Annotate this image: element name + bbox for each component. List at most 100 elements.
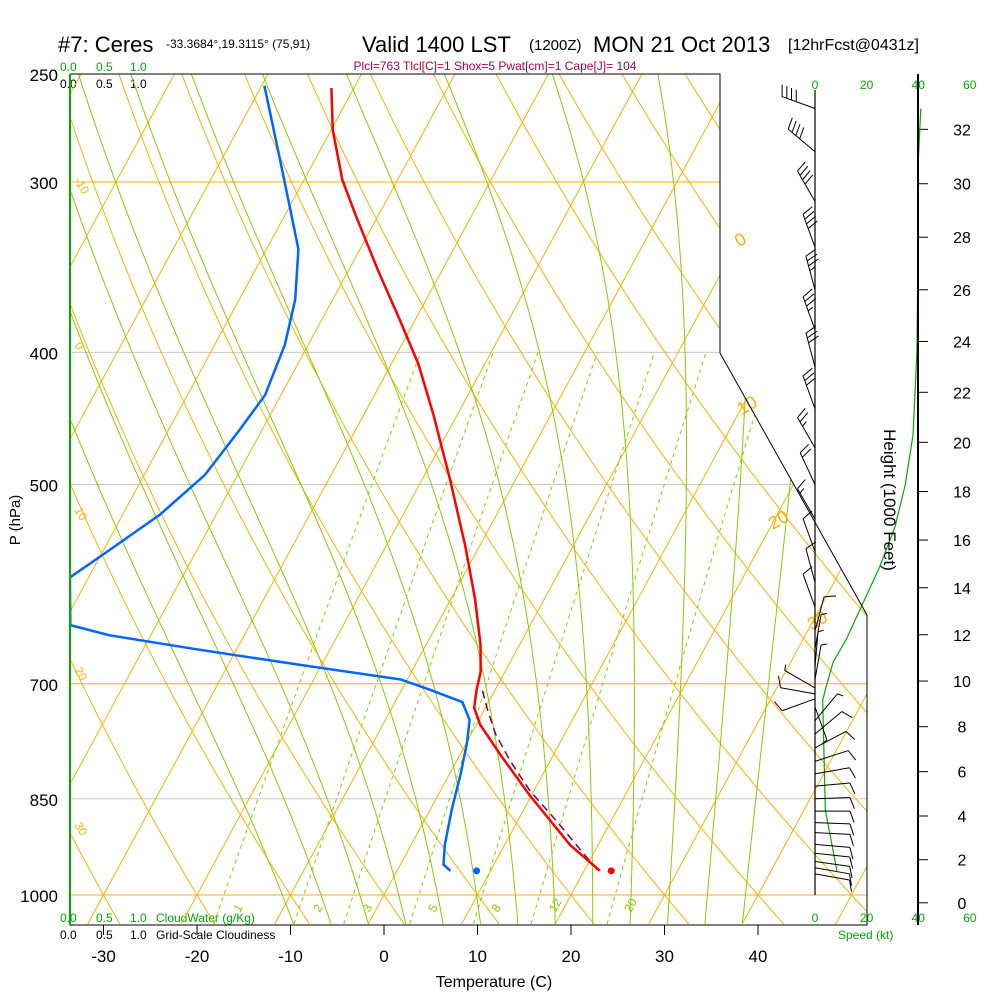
mixing-ratio-label: 12 bbox=[546, 896, 565, 915]
wind-barb-flag bbox=[795, 124, 801, 136]
y-tick-label: 300 bbox=[30, 174, 58, 193]
dry-adiabat-line bbox=[70, 74, 216, 925]
wind-barb-flag bbox=[805, 248, 817, 257]
wind-barb-flag bbox=[804, 372, 815, 381]
moist-adiabat-line bbox=[543, 74, 635, 924]
cloudwater-tick-bottom: 1.0 bbox=[130, 911, 147, 925]
wind-barb-flag bbox=[802, 367, 813, 377]
wind-barb-flag bbox=[791, 120, 797, 133]
wind-barb bbox=[814, 711, 853, 735]
wind-barb-flag bbox=[797, 408, 806, 418]
cloudiness-tick-top: 0.5 bbox=[96, 77, 113, 91]
isotherm-line bbox=[461, 74, 867, 925]
dry-adiabat-label: 20 bbox=[71, 665, 90, 684]
wind-barb-staff bbox=[814, 750, 849, 762]
y-axis-title: P (hPa) bbox=[7, 495, 24, 546]
wind-barb bbox=[805, 325, 819, 368]
isotherm-line bbox=[274, 74, 750, 925]
cloudwater-tick-bottom: 0.5 bbox=[96, 911, 113, 925]
wind-barb-flag bbox=[804, 174, 814, 185]
wind-barb bbox=[814, 612, 828, 650]
dry-adiabat-line bbox=[234, 74, 784, 925]
height-tick-label: 14 bbox=[953, 581, 971, 598]
isotherm-label: 0 bbox=[731, 228, 750, 250]
parcel-line bbox=[481, 689, 599, 871]
dry-adiabat-line bbox=[545, 74, 867, 925]
dry-adiabat-line bbox=[296, 74, 867, 925]
wind-barb-flag bbox=[774, 701, 783, 712]
wind-barb-staff bbox=[781, 698, 816, 712]
dry-adiabat-line bbox=[70, 74, 121, 925]
isotherm-line bbox=[70, 74, 376, 925]
wind-barb-flag bbox=[797, 479, 806, 490]
cloudiness-tick-top: 1.0 bbox=[130, 77, 147, 91]
x-tick-label: 20 bbox=[562, 947, 581, 966]
wind-barb bbox=[814, 867, 853, 886]
wind-barb-staff bbox=[802, 375, 816, 409]
temperature-line bbox=[330, 87, 601, 872]
wind-barb-flag bbox=[806, 377, 816, 386]
y-tick-label: 1000 bbox=[20, 887, 58, 906]
x-axis-title: Temperature (C) bbox=[436, 974, 552, 991]
wind-barb-flag bbox=[802, 421, 807, 427]
wind-barb-flag bbox=[799, 443, 810, 454]
wind-barb-staff bbox=[805, 256, 816, 291]
wind-barb-staff bbox=[814, 797, 850, 800]
moist-adiabat-line bbox=[70, 74, 407, 925]
dry-adiabat-line bbox=[0, 50, 25, 924]
wind-barb-flag bbox=[802, 170, 811, 181]
dry-adiabat-line bbox=[70, 74, 500, 925]
wind-barb-flag bbox=[808, 335, 819, 344]
dry-adiabat-label: 10 bbox=[71, 505, 90, 524]
isotherm-line bbox=[70, 74, 469, 925]
mixing-ratio-line bbox=[213, 352, 422, 925]
wind-barb bbox=[802, 206, 818, 248]
wind-barb bbox=[777, 675, 816, 695]
wind-barb-flag bbox=[801, 448, 812, 458]
height-tick-label: 8 bbox=[958, 720, 967, 737]
mixing-ratio-line bbox=[473, 352, 655, 925]
wind-barb bbox=[802, 367, 816, 409]
dry-adiabat-line bbox=[483, 74, 867, 925]
wind-barb bbox=[784, 664, 816, 689]
wind-barb-flag bbox=[845, 731, 856, 740]
wind-barb-staff bbox=[814, 832, 850, 835]
wind-barb-flag bbox=[849, 823, 855, 836]
wind-barb-flag bbox=[822, 739, 828, 745]
y-tick-label: 400 bbox=[30, 344, 58, 363]
speed-tick-label-bottom: 0 bbox=[812, 911, 819, 925]
wind-barb-staff bbox=[814, 782, 850, 787]
wind-barb-staff bbox=[797, 170, 816, 202]
wind-barb-staff bbox=[814, 644, 822, 680]
wind-barb-flag bbox=[841, 711, 853, 718]
height-tick-label: 4 bbox=[958, 809, 967, 826]
height-tick-label: 32 bbox=[953, 122, 971, 139]
x-tick-label: -30 bbox=[91, 947, 116, 966]
wind-barb bbox=[814, 706, 828, 745]
isotherm-line bbox=[0, 50, 1, 924]
height-tick-label: 22 bbox=[953, 385, 971, 402]
height-tick-label: 0 bbox=[958, 896, 967, 913]
wind-barb-flag bbox=[849, 866, 853, 879]
zulu-time: (1200Z) bbox=[529, 37, 582, 54]
wind-barb bbox=[814, 693, 844, 721]
wind-barb bbox=[814, 861, 853, 879]
wind-barb-flag bbox=[806, 298, 816, 307]
wind-barb-flag bbox=[784, 664, 787, 671]
isotherm-line bbox=[648, 74, 867, 925]
wind-barb-staff bbox=[814, 711, 843, 735]
height-tick-label: 16 bbox=[953, 533, 971, 550]
speed-tick-label-bottom: 60 bbox=[963, 911, 977, 925]
x-tick-label: 10 bbox=[468, 947, 487, 966]
moist-adiabat-line bbox=[70, 74, 369, 925]
dry-adiabat-line bbox=[172, 74, 690, 925]
wind-barb-staff bbox=[799, 452, 816, 485]
height-tick-label: 10 bbox=[953, 674, 971, 691]
height-tick-label: 28 bbox=[953, 230, 971, 247]
wind-barb-staff bbox=[814, 730, 847, 749]
wind-barb-staff bbox=[814, 614, 822, 650]
cloudiness-label: Grid-Scale Cloudiness bbox=[156, 928, 275, 942]
wind-barb bbox=[797, 161, 816, 202]
wind-barb bbox=[814, 797, 855, 809]
